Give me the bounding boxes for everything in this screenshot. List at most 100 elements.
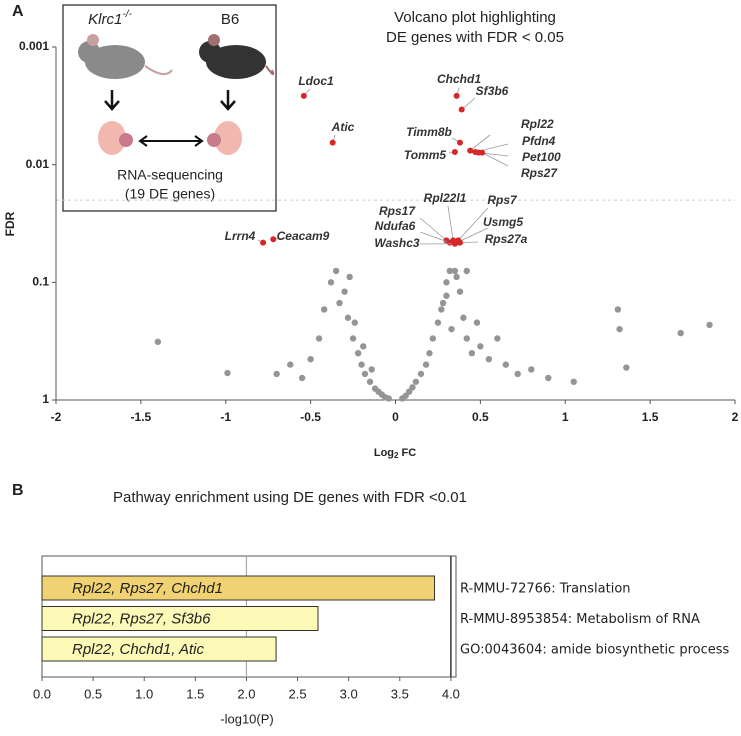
point [457,239,464,246]
point [468,349,476,357]
point [451,148,458,155]
bar-label: Rpl22, Rps27, Sf3b6 [72,610,211,627]
gene-label: Tomm5 [404,148,447,162]
gene-label: Rps17 [379,204,416,218]
label-leader [456,227,489,244]
inset-strain: B6 [221,11,239,28]
point [344,314,352,321]
x-tick-label: -2 [51,410,62,424]
point [458,106,465,113]
x-tick-label: -1.5 [131,410,152,424]
label-leader [447,205,454,241]
label-leader [481,152,509,167]
gene-label: Rpl22 [521,117,554,131]
x-tick-label: 1 [562,410,569,424]
point [154,338,162,345]
point [417,370,425,378]
label-leader [419,217,447,241]
point [349,335,357,342]
point [368,366,375,373]
point [346,273,353,281]
point [453,273,460,281]
point [273,370,280,378]
point [446,239,453,246]
point [451,240,458,247]
point [438,306,445,313]
x-axis-label: Log2 FC [374,447,416,460]
gene-label: Lrrn4 [225,229,256,243]
point [477,343,484,350]
point [502,361,510,368]
gene-label: Chchd1 [437,72,481,86]
point [467,147,474,154]
x-tick-label: 4.0 [442,686,460,701]
point [409,384,416,391]
point [706,321,713,329]
x-tick-label: 2 [732,410,739,424]
x-label-sub: 2 [394,451,399,460]
inset-strain: Klrc1-/- [88,9,132,28]
y-tick-label: 0.001 [19,39,49,53]
gene-label: Rpl22l1 [424,191,467,205]
x-tick-label: 3.0 [340,686,358,701]
point [361,370,369,378]
label-leader [419,231,450,244]
x-tick-label: 0.5 [472,410,489,424]
gene-label: Rps7 [487,193,518,207]
x-tick-label: 0.0 [33,686,51,701]
point [485,355,493,363]
gene-label: Pfdn4 [522,134,556,148]
point [439,299,447,307]
bar [41,606,319,631]
x-label-part: Log [374,447,394,459]
point [463,267,470,275]
point [426,349,433,357]
x-label-part: FC [401,447,416,459]
gene-label: Ceacam9 [277,229,330,243]
x-tick-label: 1.5 [642,410,659,424]
point [327,279,335,286]
point [354,349,362,357]
y-tick-label: 0.01 [26,157,50,171]
term-label: GO:0043604: amide biosynthetic process [460,643,730,658]
point [300,92,307,99]
point [473,319,481,326]
label-leader [469,134,491,151]
point [358,361,365,368]
point [422,361,430,368]
point [405,388,413,395]
point [429,335,437,342]
point [528,366,535,373]
x-tick-label: 0.5 [84,686,102,701]
point [463,335,470,342]
point [623,364,630,371]
bar-label: Rpl22, Chchd1, Atic [72,641,205,658]
point [453,92,460,99]
gene-label: Usmg5 [483,215,523,229]
point [260,239,267,246]
point [385,395,392,402]
x-axis-label: -log10(P) [220,711,273,726]
label-leader [459,241,479,244]
strain-genotype: -/- [122,9,132,20]
bar-label: Rpl22, Rps27, Chchd1 [72,580,223,597]
point [479,149,486,156]
chart-title: DE genes with FDR < 0.05 [386,29,564,46]
label-leader [458,207,489,241]
gene-label: Sf3b6 [476,84,509,98]
point [366,378,374,385]
point [321,306,328,313]
point [457,139,464,146]
y-tick-label: 1 [42,392,49,406]
point [494,335,501,342]
point [270,236,277,243]
gene-label: Atic [331,120,355,134]
panel-letter: B [12,482,24,499]
point [224,369,231,377]
x-tick-label: 0 [392,410,399,424]
point [329,139,336,146]
x-tick-label: 2.5 [289,686,307,701]
gene-label: Rps27a [485,232,528,246]
x-tick-label: 2.0 [237,686,255,701]
point [443,279,450,286]
